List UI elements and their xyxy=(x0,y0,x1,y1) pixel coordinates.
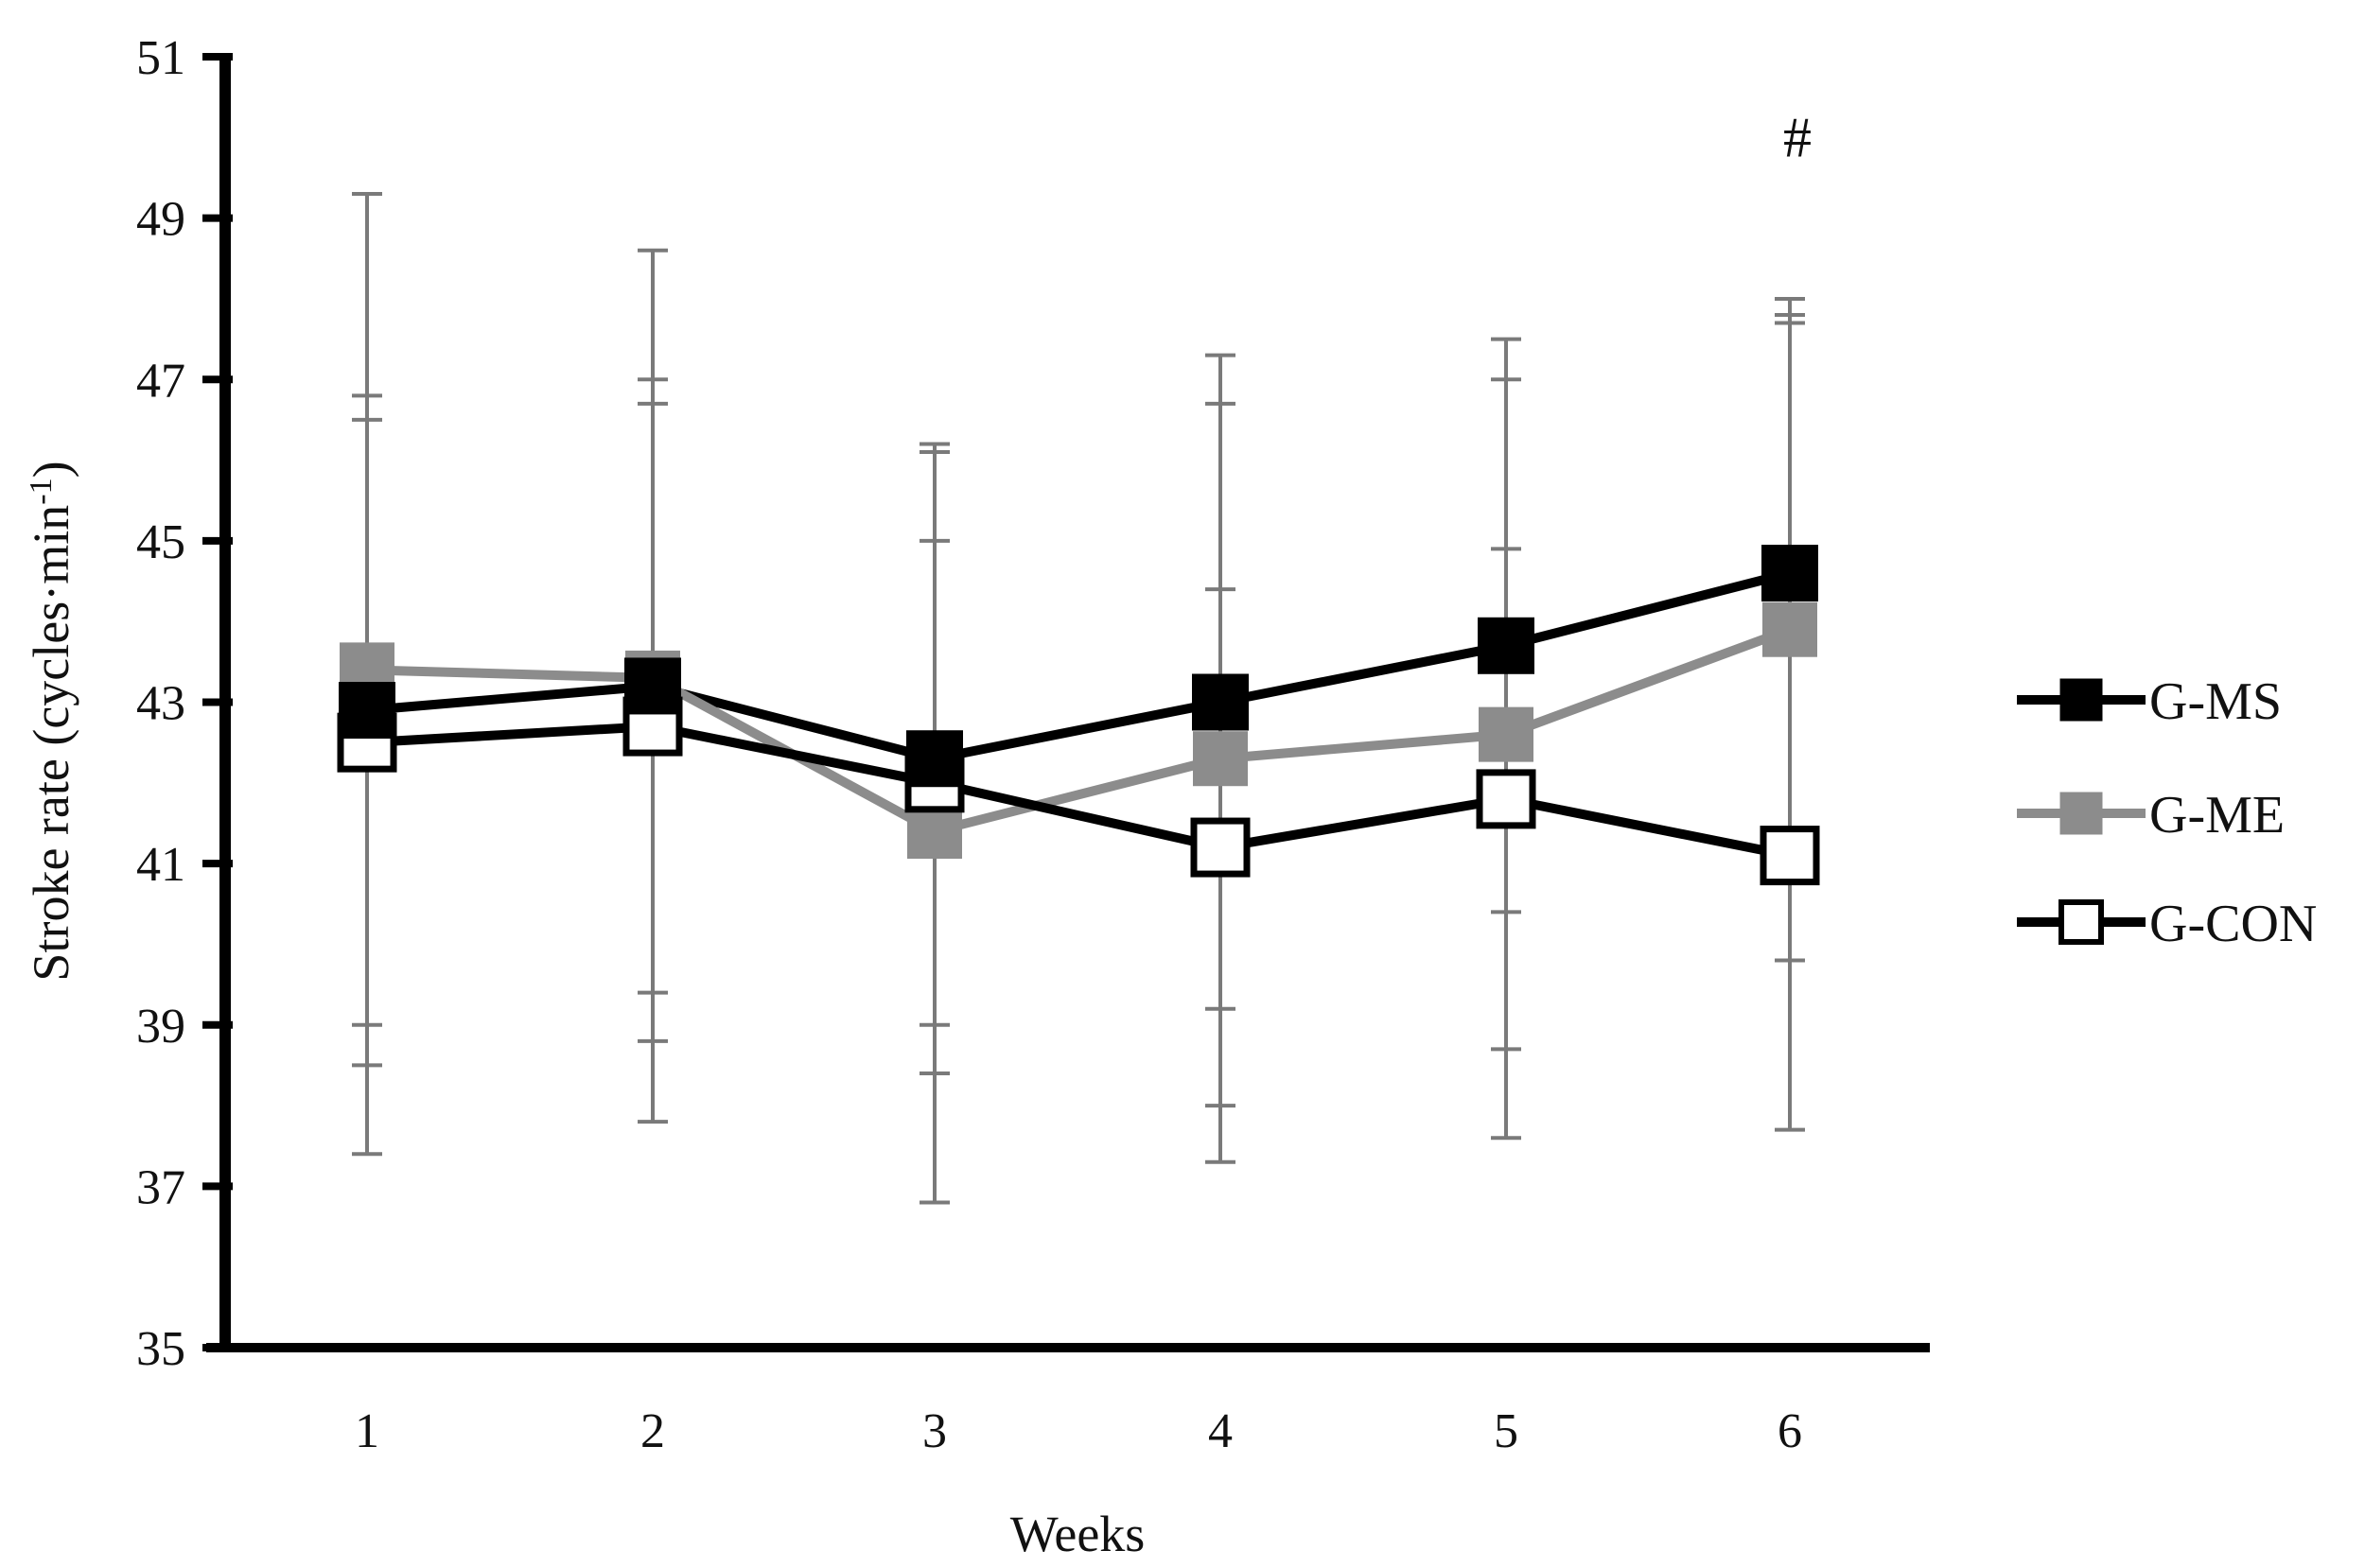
error-bars xyxy=(352,192,1805,1205)
x-tick-label: 4 xyxy=(1208,1404,1233,1458)
legend-label: G-ME xyxy=(2149,786,2285,845)
legend[interactable]: G-MS G-ME G-CON xyxy=(2017,672,2317,953)
significance-annotation: # xyxy=(1783,106,1812,168)
x-tick-label: 1 xyxy=(355,1404,379,1458)
y-axis-title: Stroke rate (cycles·min-1) xyxy=(23,461,79,981)
marker-g-me-week-6 xyxy=(1762,601,1817,657)
legend-label: G-MS xyxy=(2149,672,2282,731)
marker-g-ms-week-2 xyxy=(624,657,681,715)
legend-marker xyxy=(2059,792,2103,835)
marker-g-me-week-5 xyxy=(1479,706,1533,762)
marker-g-ms-week-4 xyxy=(1192,673,1249,731)
marker-g-con-week-4 xyxy=(1190,817,1251,878)
y-tick-label: 49 xyxy=(136,193,185,247)
y-tick-label: 35 xyxy=(136,1322,185,1376)
series-lines xyxy=(366,568,1792,861)
y-tick-label: 43 xyxy=(136,677,185,731)
series-line-g-ms xyxy=(366,568,1792,764)
x-tick-label: 3 xyxy=(922,1404,947,1458)
y-tick-label: 39 xyxy=(136,1000,185,1054)
annotations: # xyxy=(1783,106,1812,168)
marker-g-con-week-6 xyxy=(1760,826,1820,886)
series-markers xyxy=(337,545,1820,886)
series-line-g-me xyxy=(366,625,1792,836)
legend-marker xyxy=(2058,899,2104,945)
legend-label: G-CON xyxy=(2149,895,2317,953)
series-line-g-con xyxy=(366,722,1791,861)
marker-g-ms-week-1 xyxy=(339,682,395,740)
y-tick-label: 41 xyxy=(136,838,185,892)
marker-g-ms-week-6 xyxy=(1761,545,1818,601)
y-tick-label: 37 xyxy=(136,1160,185,1214)
y-tick-label: 51 xyxy=(136,31,185,85)
marker-g-ms-week-5 xyxy=(1478,617,1534,674)
marker-g-me-week-4 xyxy=(1193,731,1248,787)
x-tick-label: 2 xyxy=(640,1404,665,1458)
legend-item-g-ms[interactable]: G-MS xyxy=(2017,672,2282,731)
marker-g-con-week-5 xyxy=(1476,769,1536,829)
legend-item-g-me[interactable]: G-ME xyxy=(2017,786,2285,845)
legend-item-g-con[interactable]: G-CON xyxy=(2017,895,2317,953)
x-tick-label: 5 xyxy=(1494,1404,1518,1458)
x-axis-title: Weeks xyxy=(1010,1506,1146,1562)
y-tick-label: 47 xyxy=(136,354,185,408)
x-tick-label: 6 xyxy=(1778,1404,1802,1458)
marker-g-ms-week-3 xyxy=(906,730,963,788)
y-tick-label: 45 xyxy=(136,515,185,569)
legend-marker xyxy=(2059,678,2103,722)
marker-g-me-week-3 xyxy=(907,804,962,859)
